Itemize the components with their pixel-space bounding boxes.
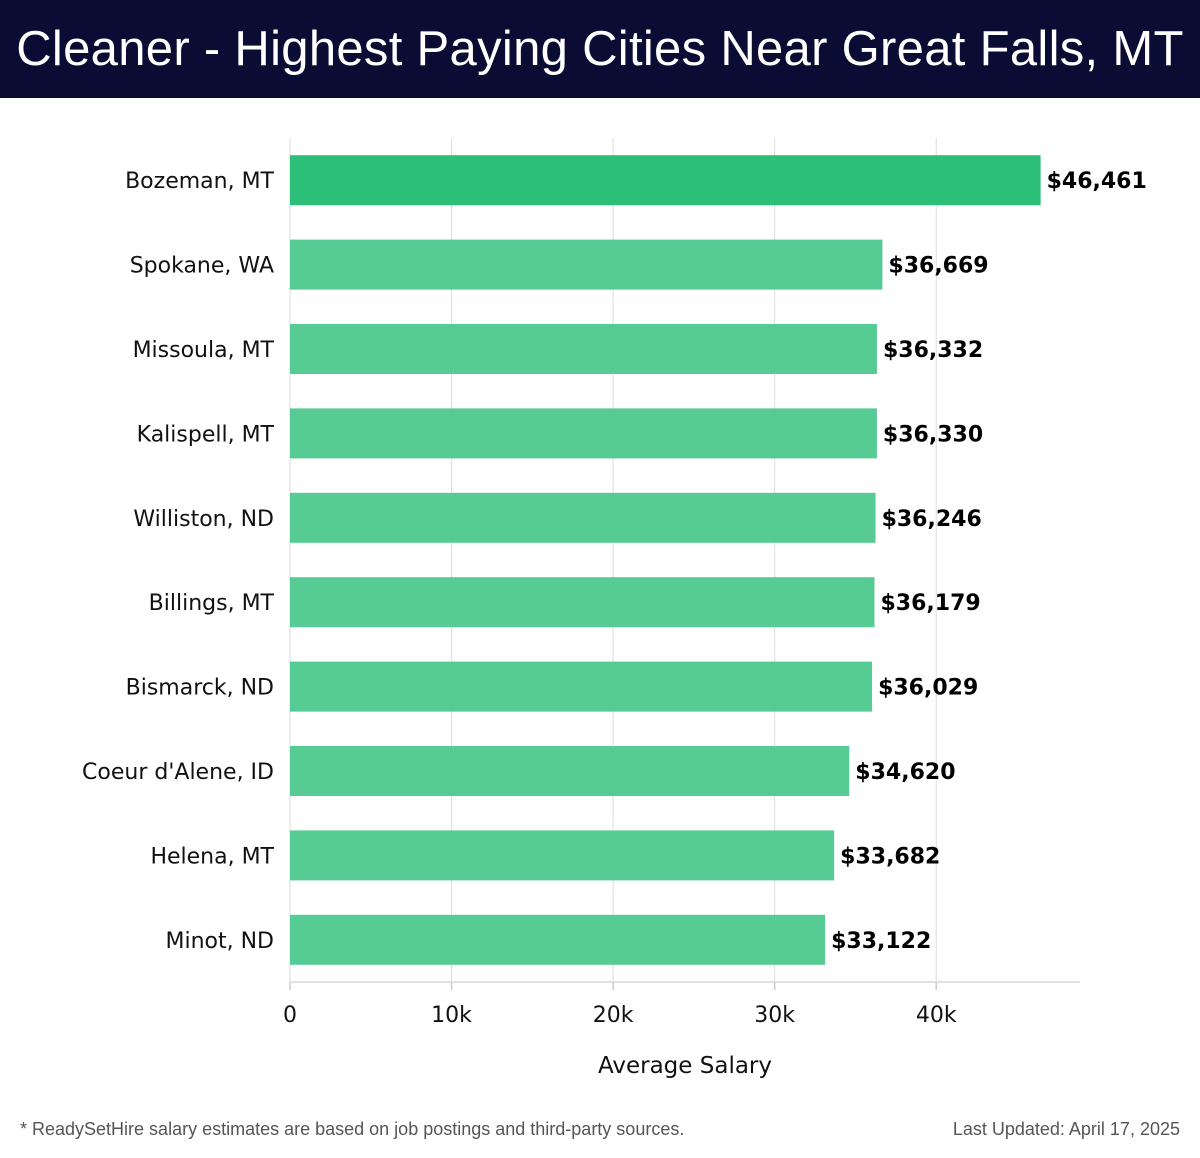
x-tick-label: 10k <box>431 1003 472 1028</box>
data-label: $36,029 <box>878 676 978 701</box>
bar <box>290 914 826 965</box>
bar <box>290 746 850 796</box>
data-label: $34,620 <box>855 760 955 785</box>
y-tick-label: Missoula, MT <box>133 338 275 363</box>
data-label: $33,122 <box>831 929 931 954</box>
bar <box>290 661 873 712</box>
y-tick-label: Williston, ND <box>133 507 274 532</box>
data-label: $33,682 <box>840 844 940 869</box>
bar <box>290 239 883 290</box>
data-label: $46,461 <box>1047 169 1147 194</box>
y-tick-label: Spokane, WA <box>130 254 274 279</box>
bar <box>290 155 1041 206</box>
bar <box>290 408 877 459</box>
x-tick-label: 0 <box>283 1003 297 1028</box>
y-tick-label: Helena, MT <box>150 844 274 869</box>
y-tick-label: Coeur d'Alene, ID <box>82 760 274 785</box>
y-tick-label: Bozeman, MT <box>125 169 274 194</box>
y-tick-label: Kalispell, MT <box>137 422 275 447</box>
data-label: $36,246 <box>882 507 982 532</box>
bar <box>290 492 876 543</box>
bar <box>290 830 835 881</box>
x-tick-label: 20k <box>593 1003 634 1028</box>
x-axis-label: Average Salary <box>598 1053 772 1079</box>
y-tick-label: Minot, ND <box>165 929 274 954</box>
bar <box>290 577 875 628</box>
bar <box>290 324 877 374</box>
y-tick-label: Bismarck, ND <box>126 676 274 701</box>
data-label: $36,179 <box>880 591 980 616</box>
chart-title: Cleaner - Highest Paying Cities Near Gre… <box>0 0 1200 98</box>
footer-note: * ReadySetHire salary estimates are base… <box>20 1119 685 1139</box>
last-updated: Last Updated: April 17, 2025 <box>952 1119 1180 1139</box>
data-label: $36,332 <box>883 338 983 363</box>
x-tick-label: 40k <box>916 1003 957 1028</box>
data-label: $36,330 <box>883 422 983 447</box>
y-tick-label: Billings, MT <box>149 591 275 616</box>
data-label: $36,669 <box>888 254 988 279</box>
x-tick-label: 30k <box>754 1003 795 1028</box>
